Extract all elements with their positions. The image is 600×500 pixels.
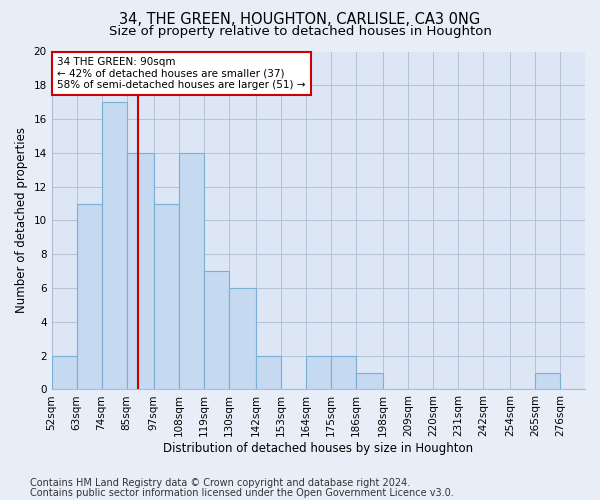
Text: Contains public sector information licensed under the Open Government Licence v3: Contains public sector information licen… — [30, 488, 454, 498]
Text: 34, THE GREEN, HOUGHTON, CARLISLE, CA3 0NG: 34, THE GREEN, HOUGHTON, CARLISLE, CA3 0… — [119, 12, 481, 28]
Bar — [256, 356, 281, 390]
Bar — [154, 204, 179, 390]
Bar — [127, 153, 154, 390]
X-axis label: Distribution of detached houses by size in Houghton: Distribution of detached houses by size … — [163, 442, 473, 455]
Text: Size of property relative to detached houses in Houghton: Size of property relative to detached ho… — [109, 25, 491, 38]
Bar — [77, 204, 101, 390]
Bar — [52, 356, 77, 390]
Bar — [179, 153, 204, 390]
Text: Contains HM Land Registry data © Crown copyright and database right 2024.: Contains HM Land Registry data © Crown c… — [30, 478, 410, 488]
Bar — [101, 102, 127, 390]
Text: 34 THE GREEN: 90sqm
← 42% of detached houses are smaller (37)
58% of semi-detach: 34 THE GREEN: 90sqm ← 42% of detached ho… — [57, 57, 306, 90]
Bar — [356, 372, 383, 390]
Y-axis label: Number of detached properties: Number of detached properties — [15, 128, 28, 314]
Bar — [229, 288, 256, 390]
Bar — [535, 372, 560, 390]
Bar — [331, 356, 356, 390]
Bar — [306, 356, 331, 390]
Bar — [204, 271, 229, 390]
